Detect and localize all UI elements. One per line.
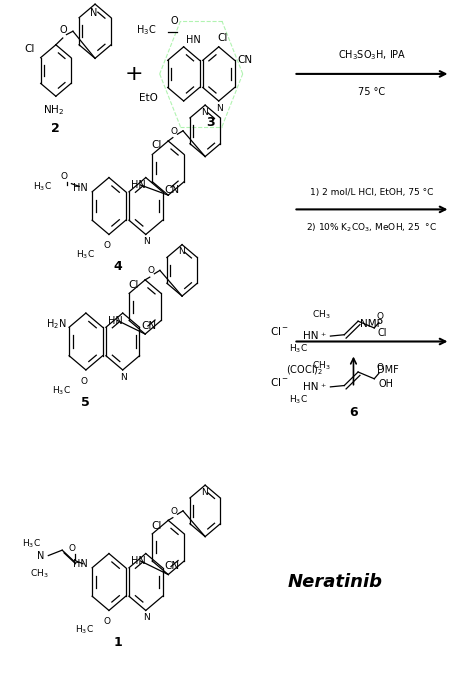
Text: O: O — [171, 126, 178, 135]
Text: HN: HN — [303, 331, 318, 341]
Text: O: O — [103, 617, 110, 626]
Text: O: O — [80, 377, 87, 386]
Text: N: N — [143, 613, 150, 622]
Text: O: O — [148, 266, 155, 275]
Text: Cl: Cl — [128, 280, 139, 290]
Text: O: O — [171, 507, 178, 516]
Text: OH: OH — [379, 379, 394, 389]
Text: H$_3$C: H$_3$C — [22, 538, 42, 550]
Text: 1) 2 mol/L HCl, EtOH, 75 °C: 1) 2 mol/L HCl, EtOH, 75 °C — [310, 189, 434, 197]
Text: N: N — [37, 550, 45, 561]
Text: HN: HN — [131, 557, 146, 566]
Text: NMP: NMP — [361, 320, 383, 329]
Text: O: O — [69, 544, 76, 553]
Text: HN: HN — [186, 35, 201, 45]
Text: 3: 3 — [206, 116, 215, 129]
Text: H$_3$C: H$_3$C — [289, 393, 308, 406]
Text: CN: CN — [237, 55, 252, 66]
Text: 4: 4 — [114, 260, 122, 273]
Text: Neratinib: Neratinib — [288, 573, 382, 591]
Text: H$_3$C: H$_3$C — [52, 384, 71, 397]
Text: N: N — [201, 108, 208, 117]
Text: H$_3$C: H$_3$C — [75, 623, 94, 636]
Text: O: O — [59, 25, 67, 36]
Text: H$_2$N: H$_2$N — [46, 317, 67, 331]
Text: HN: HN — [108, 316, 123, 326]
Text: Cl: Cl — [151, 520, 162, 531]
Text: 6: 6 — [349, 406, 358, 419]
Text: N: N — [216, 104, 223, 113]
Text: O: O — [60, 172, 67, 181]
Text: $^+$: $^+$ — [319, 331, 327, 341]
Text: O: O — [103, 241, 110, 250]
Text: Cl: Cl — [24, 44, 35, 54]
Text: N: N — [201, 488, 208, 497]
Text: 75 °C: 75 °C — [358, 87, 385, 97]
Text: Cl$^-$: Cl$^-$ — [270, 325, 289, 337]
Text: CH$_3$: CH$_3$ — [312, 359, 331, 372]
Text: N: N — [120, 373, 127, 382]
Text: CN: CN — [165, 185, 180, 195]
Text: NH$_2$: NH$_2$ — [43, 103, 64, 117]
Text: $^+$: $^+$ — [319, 382, 327, 391]
Text: H$_3$C: H$_3$C — [33, 181, 51, 193]
Text: (COCl)$_2$: (COCl)$_2$ — [286, 363, 324, 377]
Text: N: N — [178, 247, 184, 256]
Text: CH$_3$: CH$_3$ — [30, 568, 49, 581]
Text: Cl$^-$: Cl$^-$ — [270, 376, 289, 388]
Text: N: N — [90, 8, 98, 18]
Text: H$_3$C: H$_3$C — [135, 23, 156, 37]
Text: Cl: Cl — [217, 33, 228, 44]
Text: 2) 10% K$_2$CO$_3$, MeOH, 25  °C: 2) 10% K$_2$CO$_3$, MeOH, 25 °C — [306, 221, 438, 234]
Text: O: O — [376, 363, 383, 372]
Text: Cl: Cl — [151, 141, 162, 150]
Text: EtO: EtO — [140, 93, 158, 102]
Text: HN: HN — [131, 180, 146, 190]
Text: CH$_3$: CH$_3$ — [312, 309, 331, 321]
Text: Cl: Cl — [378, 329, 388, 338]
Text: HN: HN — [73, 559, 87, 570]
Text: 5: 5 — [81, 395, 90, 408]
Text: HN: HN — [73, 184, 87, 193]
Text: H$_3$C: H$_3$C — [76, 249, 95, 261]
Text: CN: CN — [142, 321, 157, 331]
Text: HN: HN — [303, 382, 318, 392]
Text: 2: 2 — [51, 122, 60, 135]
Text: CN: CN — [165, 561, 180, 572]
Text: N: N — [143, 237, 150, 246]
Text: +: + — [125, 64, 143, 84]
Text: O: O — [376, 312, 383, 321]
Text: DMF: DMF — [376, 365, 398, 375]
Text: O: O — [170, 16, 178, 27]
Text: H$_3$C: H$_3$C — [289, 343, 308, 355]
Text: 1: 1 — [114, 636, 122, 649]
Text: CH$_3$SO$_3$H, IPA: CH$_3$SO$_3$H, IPA — [338, 48, 406, 62]
